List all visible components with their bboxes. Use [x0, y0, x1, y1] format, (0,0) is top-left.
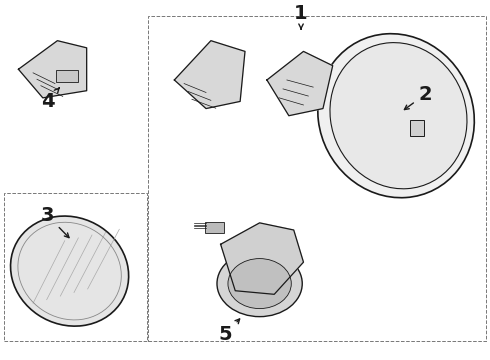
Ellipse shape [318, 34, 474, 198]
FancyBboxPatch shape [56, 70, 78, 82]
Polygon shape [19, 41, 87, 98]
Text: 3: 3 [41, 206, 69, 238]
Text: 1: 1 [294, 4, 308, 29]
FancyBboxPatch shape [205, 222, 224, 233]
Ellipse shape [11, 216, 129, 326]
Text: 2: 2 [404, 85, 432, 109]
Polygon shape [174, 41, 245, 109]
Ellipse shape [228, 258, 291, 309]
Ellipse shape [330, 42, 467, 189]
FancyBboxPatch shape [410, 120, 424, 136]
Ellipse shape [217, 251, 302, 317]
Text: 5: 5 [219, 319, 240, 344]
Polygon shape [220, 223, 303, 294]
Polygon shape [267, 51, 333, 116]
Text: 4: 4 [41, 88, 59, 111]
